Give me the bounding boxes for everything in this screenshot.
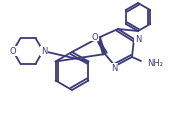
Text: N: N	[135, 34, 141, 43]
Text: N: N	[111, 64, 117, 73]
Text: NH₂: NH₂	[147, 59, 163, 68]
Text: O: O	[10, 47, 16, 56]
Text: O: O	[92, 32, 98, 41]
Text: N: N	[41, 47, 47, 56]
